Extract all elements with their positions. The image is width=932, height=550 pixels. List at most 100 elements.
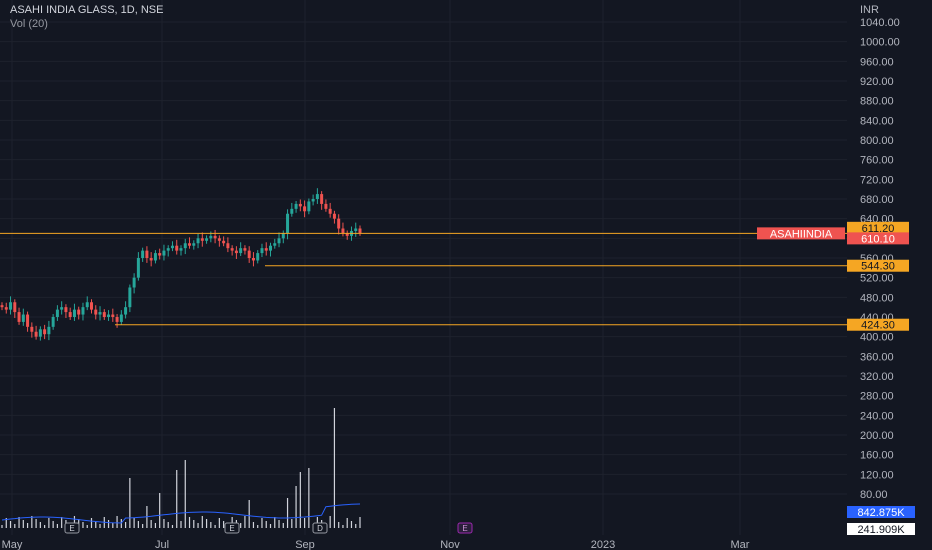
candle-body	[286, 213, 290, 234]
price-tag	[847, 221, 909, 234]
candle-body	[38, 329, 42, 337]
candle-body	[290, 208, 294, 214]
candle-body	[94, 309, 98, 315]
price-tick-label: 240.00	[860, 410, 894, 422]
volume-tag	[847, 523, 915, 535]
candle-body	[17, 312, 21, 322]
candle-body	[4, 307, 8, 310]
candle-body	[324, 203, 328, 209]
volume-tag-label: 842.875K	[857, 507, 905, 519]
level-lines	[0, 232, 847, 326]
candle-body	[98, 312, 102, 315]
volume-tag-label: 241.909K	[857, 524, 905, 536]
price-tick-label: 840.00	[860, 115, 894, 127]
candle-body	[358, 228, 362, 233]
price-tag	[847, 259, 909, 272]
candle-body	[102, 312, 106, 317]
candle-body	[243, 248, 247, 251]
candle-body	[354, 228, 358, 231]
time-axis[interactable]: May Jul Sep Nov 2023 Mar	[0, 536, 932, 550]
candle-body	[107, 314, 111, 317]
candle-body	[64, 307, 68, 313]
candle-body	[136, 258, 140, 278]
candle-body	[145, 250, 149, 258]
candle-body	[200, 238, 204, 241]
candle-body	[26, 314, 30, 327]
price-tick-label: 80.00	[860, 489, 888, 501]
candle-body	[234, 250, 238, 254]
event-marker-label: E	[462, 524, 467, 533]
price-tick-label: 1000.00	[860, 37, 900, 49]
candle-body	[337, 218, 341, 229]
price-tick-label: 280.00	[860, 391, 894, 403]
candle-body	[179, 248, 183, 251]
candle-body	[166, 248, 170, 251]
grid	[0, 0, 847, 535]
candle-body	[68, 312, 72, 317]
price-tick-label: 400.00	[860, 332, 894, 344]
candle-body	[196, 238, 200, 244]
candle-body	[119, 314, 123, 322]
price-tag	[847, 232, 909, 245]
candle-body	[328, 208, 332, 214]
price-tick-label: 200.00	[860, 430, 894, 442]
time-tick-label: Jul	[155, 539, 169, 550]
time-tick-label: Sep	[295, 539, 315, 550]
price-tick-label: 760.00	[860, 155, 894, 167]
time-tick-label: May	[2, 539, 23, 550]
candle-body	[85, 302, 89, 308]
candle-body	[213, 235, 217, 239]
candle-body	[9, 302, 13, 310]
candle-body	[222, 240, 226, 244]
candle-body	[90, 302, 93, 310]
chart-legend: ASAHI INDIA GLASS, 1D, NSE Vol (20)	[10, 3, 163, 31]
candle-body	[124, 307, 128, 315]
candle-body	[115, 317, 119, 322]
event-marker-label: E	[69, 524, 74, 533]
candle-body	[111, 314, 115, 317]
price-tick-label: 960.00	[860, 56, 894, 68]
candle-body	[188, 243, 192, 246]
candle-body	[132, 277, 136, 288]
candle-body	[251, 258, 255, 261]
price-tick-label: 520.00	[860, 273, 894, 285]
candle-body	[51, 317, 55, 327]
candle-body	[72, 309, 76, 317]
price-tick-label: 680.00	[860, 194, 894, 206]
candle-body	[60, 307, 64, 310]
candle-body	[175, 245, 179, 251]
volume-indicator-label[interactable]: Vol (20)	[10, 18, 48, 30]
candle-body	[345, 233, 349, 236]
volume-ma-line	[1, 503, 361, 524]
time-tick-label: Nov	[440, 539, 460, 550]
candle-body	[192, 243, 196, 246]
candle-body	[158, 253, 162, 256]
price-tag-label: 611.20	[862, 223, 895, 235]
candle-body	[30, 326, 34, 332]
candle-body	[260, 248, 264, 254]
currency-label: INR	[860, 4, 879, 16]
candle-body	[77, 309, 81, 315]
candle-body	[141, 250, 145, 258]
candle-body	[256, 253, 260, 261]
candle-body	[247, 250, 251, 258]
candle-body	[162, 250, 166, 256]
price-tick-label: 720.00	[860, 174, 894, 186]
candle-body	[264, 248, 268, 251]
candle-body	[47, 326, 51, 335]
candle-body	[128, 287, 132, 308]
candle-body	[170, 245, 174, 249]
price-tag	[847, 318, 909, 331]
event-marker	[64, 522, 80, 534]
price-tick-label: 800.00	[860, 135, 894, 147]
event-marker	[224, 522, 240, 534]
candle-body	[315, 194, 319, 199]
candle-body	[21, 314, 25, 322]
candle-body	[269, 245, 272, 251]
price-tick-label: 360.00	[860, 351, 894, 363]
price-tick-label: 920.00	[860, 76, 894, 88]
symbol-title[interactable]: ASAHI INDIA GLASS, 1D, NSE	[10, 4, 164, 16]
